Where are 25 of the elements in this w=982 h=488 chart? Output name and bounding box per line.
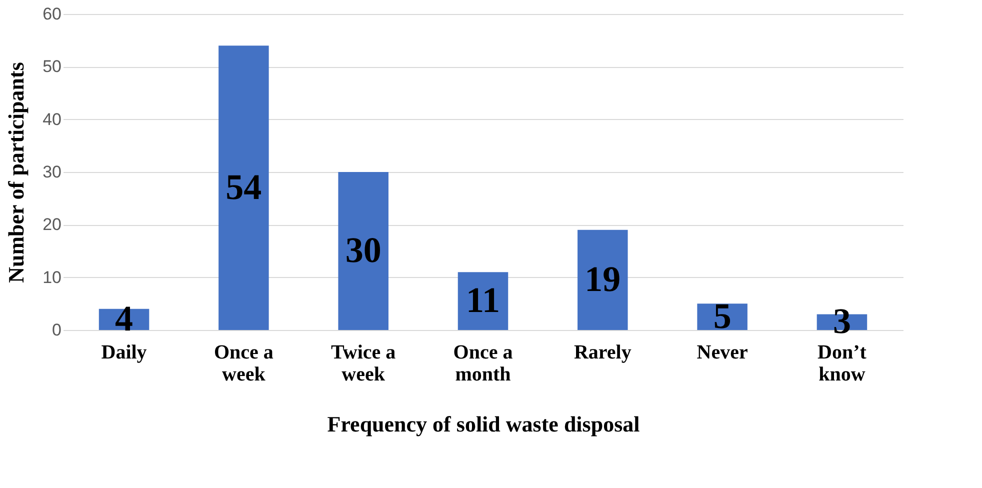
bar [578, 230, 628, 330]
x-tick-label: Once a month [453, 342, 513, 386]
data-label: 4 [115, 298, 134, 338]
y-tick-label: 10 [42, 268, 62, 287]
x-tick-label: Daily [101, 342, 147, 364]
data-label: 5 [713, 296, 732, 336]
data-label: 54 [226, 166, 262, 207]
data-label: 30 [345, 230, 382, 270]
y-tick-label: 40 [42, 110, 62, 129]
data-label: 19 [584, 258, 621, 299]
x-axis-title: Frequency of solid waste disposal [327, 412, 640, 436]
y-axis-title: Number of participants [4, 62, 29, 283]
y-tick-label: 0 [52, 320, 62, 340]
bar [338, 172, 388, 330]
data-label: 11 [466, 280, 500, 320]
y-tick-label: 50 [42, 57, 62, 76]
y-tick-label: 30 [42, 162, 62, 182]
bar [218, 46, 269, 330]
x-tick-label: Never [696, 342, 748, 364]
x-tick-label: Once a week [214, 342, 274, 386]
y-tick-label: 60 [42, 4, 62, 24]
x-tick-label: Rarely [574, 342, 632, 364]
y-tick-label: 20 [42, 215, 62, 234]
x-tick-label: Don’t know [818, 342, 867, 386]
x-tick-label: Twice a week [331, 342, 396, 386]
